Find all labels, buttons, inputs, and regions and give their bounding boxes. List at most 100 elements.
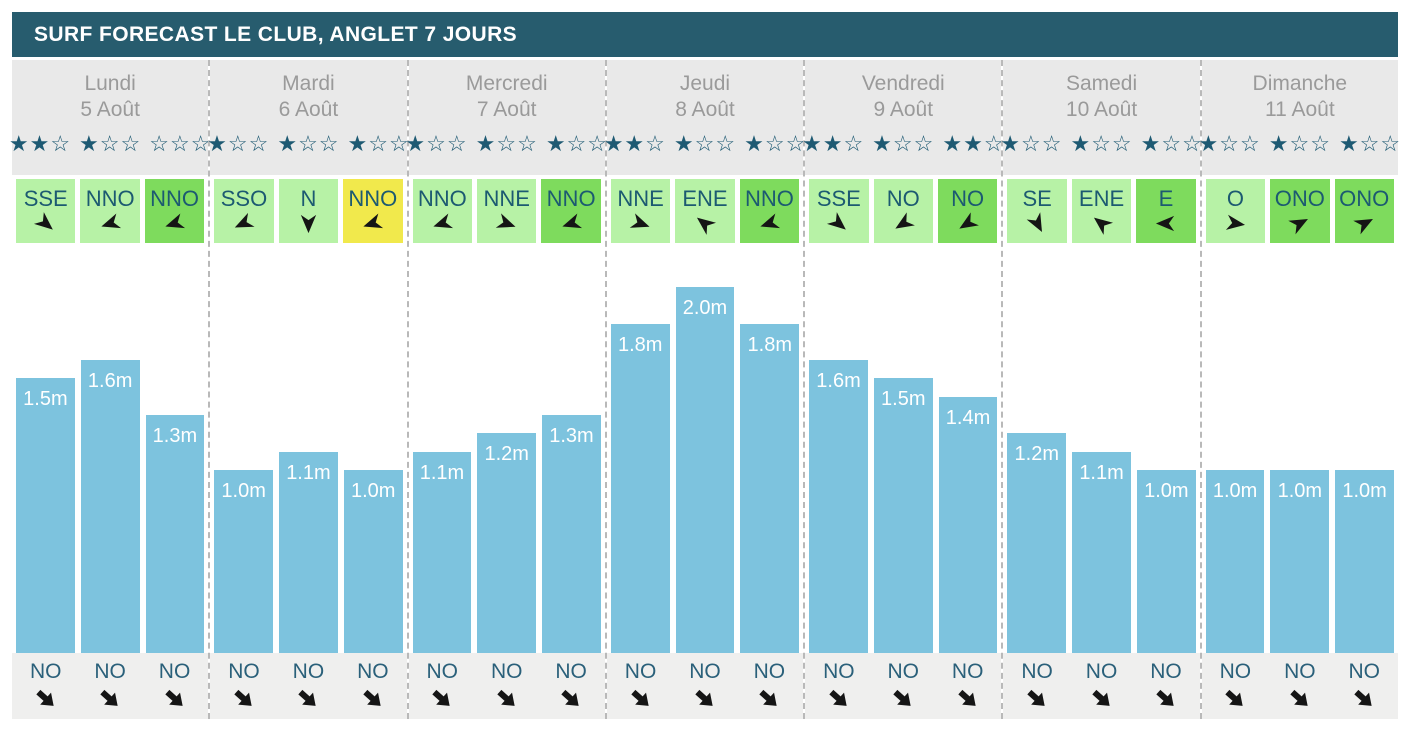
star-rating: ★★☆ [604,131,666,157]
swell-cell: NO [16,660,75,719]
wind-direction-arrow-icon [300,214,317,234]
day-column-mercredi: Mercredi 7 Août ★☆☆ ★☆☆ ★☆☆ NNO NNE [405,60,608,719]
star-filled-icon: ★ [942,131,964,156]
wind-cell: ENE [675,179,735,243]
bar-slot: 1.8m [740,249,800,653]
star-empty-icon: ☆ [1380,131,1402,156]
wave-height-label: 1.0m [1342,480,1387,502]
wave-height-bars: 1.0m 1.0m 1.0m [1201,249,1398,653]
swell-direction-label: NO [624,660,657,683]
star-empty-icon: ☆ [1041,131,1063,156]
star-empty-icon: ☆ [1310,131,1331,156]
swell-direction-arrow-icon [561,689,579,706]
wind-direction-arrow-icon [959,212,980,229]
wave-height-bars: 1.8m 2.0m 1.8m [606,249,804,653]
wave-height-label: 1.3m [549,425,594,447]
wave-height-label: 1.1m [419,462,465,484]
wind-cell: O [1205,179,1266,243]
star-ratings-row: ★☆☆ ★☆☆ ★☆☆ [405,131,608,157]
star-ratings-row: ★☆☆ ★☆☆ ★☆☆ [1000,131,1202,157]
wind-cell: SSE [809,179,869,243]
bar-slot: 1.8m [610,249,670,653]
wind-cell: NNO [343,179,403,243]
bar-slot: 1.4m [938,249,998,653]
wind-direction-arrow-icon [34,212,54,230]
swell-direction-arrow-icon [957,689,976,706]
wave-height-bars: 1.1m 1.2m 1.3m [408,249,605,653]
wave-height-label: 1.5m [23,388,68,410]
star-rating: ★☆☆ [546,131,608,157]
wave-height-bar: 1.8m [740,324,800,653]
swell-cell: NO [413,660,472,719]
day-header: Dimanche 11 Août ★☆☆ ★☆☆ ★☆☆ [1199,60,1402,175]
day-date: 11 Août [1264,98,1335,121]
wind-direction-label: O [1226,186,1244,211]
swell-direction-label: NO [1150,660,1182,683]
wind-direction-label: NNO [417,186,467,211]
wave-height-bar: 1.4m [938,397,998,653]
wind-cell: SE [1007,179,1067,243]
wave-height-bar: 1.5m [873,378,933,653]
wind-direction-label: ENE [1078,186,1125,211]
day-column-lundi: Lundi 5 Août ★★☆ ★☆☆ ☆☆☆ SSE NNO [9,60,210,719]
swell-row: NO NO NO [606,653,804,719]
swell-direction-arrow-icon [759,689,778,706]
day-header: Mercredi 7 Août ★☆☆ ★☆☆ ★☆☆ [405,60,608,175]
wind-row: SSE NNO NNO [12,175,209,249]
swell-direction-arrow-icon [1091,689,1110,706]
day-name: Samedi [1065,72,1138,95]
star-empty-icon: ☆ [1240,131,1261,156]
star-empty-icon: ☆ [190,131,212,156]
swell-cell: NO [279,660,338,719]
wind-direction-arrow-icon [827,212,847,230]
bar-slot: 1.1m [1072,249,1131,653]
wave-height-bars: 1.6m 1.5m 1.4m [805,249,1002,653]
star-rating: ★☆☆ [744,131,806,157]
star-filled-icon: ★ [277,131,299,156]
swell-cell: NO [80,660,139,719]
swell-cell: NO [145,660,204,719]
star-empty-icon: ☆ [1161,131,1183,156]
swell-direction-label: NO [1219,660,1252,683]
bar-slot: 1.6m [809,249,868,653]
wind-direction-label: SSE [816,186,861,211]
wave-height-bar: 1.5m [16,378,75,653]
wind-direction-label: ONO [1339,186,1390,211]
wind-direction-label: SSE [23,186,68,211]
star-empty-icon: ☆ [446,131,468,156]
page-title: SURF FORECAST LE CLUB, ANGLET 7 JOURS [12,12,1398,57]
star-filled-icon: ★ [603,131,625,156]
wave-height-bar: 1.0m [343,470,403,653]
swell-direction-label: NO [426,660,459,683]
star-empty-icon: ☆ [1091,131,1112,156]
wind-row: SSO N NNO [210,175,407,249]
wind-direction-label: NNE [617,186,664,211]
star-empty-icon: ☆ [566,131,588,156]
day-name: Mercredi [465,72,548,95]
bar-slot: 1.0m [1205,249,1265,653]
wind-direction-label: SSO [220,186,268,211]
swell-row: NO NO NO [408,653,605,719]
star-empty-icon: ☆ [843,131,865,156]
star-filled-icon: ★ [963,131,984,156]
swell-cell: NO [1072,660,1131,719]
star-empty-icon: ☆ [298,131,319,156]
swell-direction-arrow-icon [829,689,847,706]
star-empty-icon: ☆ [517,131,538,156]
wave-height-label: 1.5m [881,388,926,410]
star-filled-icon: ★ [1070,131,1092,156]
wind-direction-label: ENE [682,186,728,211]
wind-row: NNE ENE NNO [606,175,804,249]
wind-direction-arrow-icon [433,213,453,229]
wave-height-label: 1.0m [1212,480,1258,502]
wind-cell: ENE [1071,179,1132,243]
wave-height-label: 1.6m [816,370,861,392]
star-empty-icon: ☆ [99,131,121,156]
wind-direction-arrow-icon [760,213,780,229]
swell-direction-label: NO [158,660,191,683]
bar-slot: 1.3m [542,249,601,653]
day-date: 9 Août [873,98,934,121]
wind-direction-label: NNO [546,186,596,211]
wind-row: O ONO ONO [1201,175,1398,249]
day-name: Jeudi [679,72,731,95]
